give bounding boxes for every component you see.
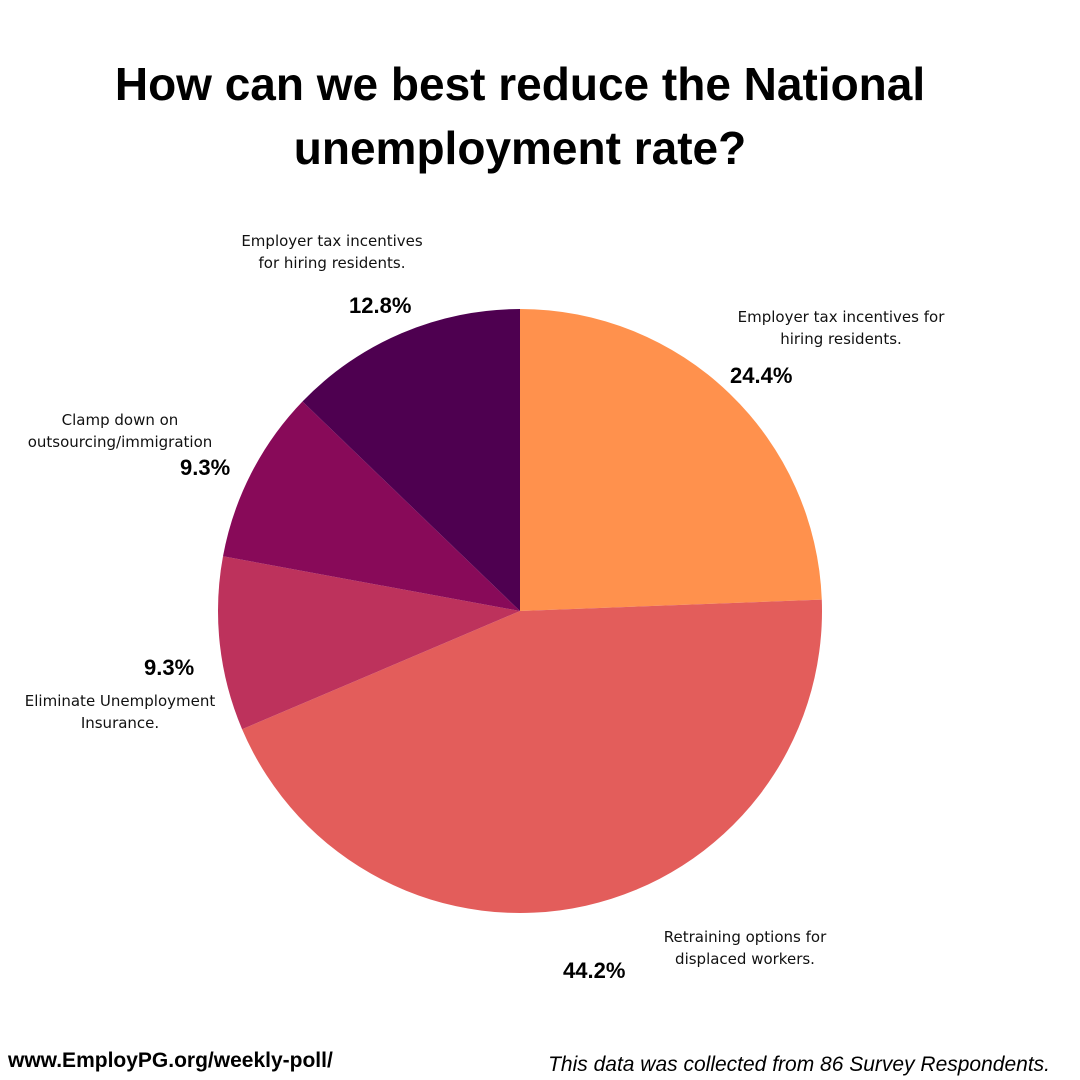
- chart-title-line-1: How can we best reduce the National: [114, 58, 926, 110]
- slice-value-clamp-down: 9.3%: [180, 455, 231, 480]
- chart-title: How can we best reduce the National unem…: [60, 52, 980, 180]
- slice-value-eliminate-ui: 9.3%: [144, 655, 195, 680]
- slice-label-retraining: Retraining options for displaced workers…: [663, 928, 827, 968]
- slice-label-clamp-down: Clamp down on outsourcing/immigration: [27, 411, 213, 451]
- slice-employer-tax-top: [302, 309, 520, 611]
- footer-note: This data was collected from 86 Survey R…: [548, 1053, 1050, 1076]
- slice-employer-tax-right: [520, 309, 822, 611]
- slice-value-employer-tax-right: 24.4%: [730, 363, 793, 388]
- slice-label-employer-tax-right: Employer tax incentives for hiring resid…: [737, 308, 945, 348]
- slice-eliminate-ui: [218, 556, 521, 730]
- slice-clamp-down: [223, 401, 520, 611]
- slice-value-employer-tax-top: 12.8%: [349, 293, 412, 318]
- slice-label-employer-tax-top: Employer tax incentives for hiring resid…: [241, 232, 423, 272]
- slice-value-retraining: 44.2%: [563, 958, 626, 983]
- slice-retraining: [242, 599, 823, 914]
- footer-url: www.EmployPG.org/weekly-poll/: [8, 1049, 333, 1072]
- slice-label-eliminate-ui: Eliminate Unemployment Insurance.: [24, 692, 216, 732]
- chart-title-line-2: unemployment rate?: [293, 122, 747, 174]
